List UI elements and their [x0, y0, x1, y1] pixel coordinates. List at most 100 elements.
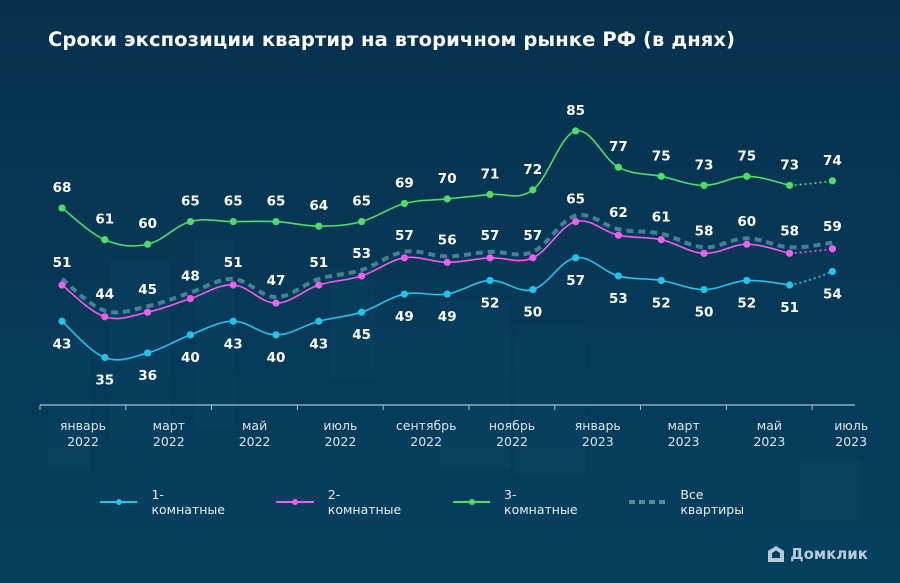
background-building — [330, 270, 375, 380]
data-label: 60 — [737, 214, 756, 230]
data-label: 57 — [481, 228, 500, 244]
data-label: 57 — [395, 228, 414, 244]
data-point — [486, 254, 494, 262]
data-point — [400, 199, 408, 208]
data-label: 52 — [737, 295, 756, 311]
legend-label: 1-комнатные — [151, 487, 225, 517]
data-point — [186, 295, 194, 303]
data-label: 75 — [737, 148, 756, 164]
data-point — [272, 331, 280, 339]
data-point — [186, 331, 194, 339]
data-point — [486, 276, 494, 285]
data-label: 61 — [652, 210, 671, 226]
data-point — [358, 217, 366, 226]
data-point — [101, 236, 109, 244]
data-label: 72 — [523, 162, 542, 178]
data-point — [186, 217, 194, 226]
data-point — [443, 290, 451, 298]
data-label: 45 — [352, 327, 371, 343]
data-label: 65 — [267, 194, 286, 210]
data-point — [743, 276, 751, 285]
data-label: 51 — [309, 255, 328, 271]
data-label: 75 — [652, 148, 671, 164]
data-point — [144, 240, 152, 248]
data-label: 74 — [823, 153, 842, 169]
data-point — [700, 181, 708, 189]
data-point — [58, 317, 66, 325]
data-label: 35 — [95, 372, 114, 388]
brand-name: Домклик — [790, 545, 868, 563]
data-label: 65 — [352, 194, 371, 210]
data-label: 52 — [652, 295, 671, 311]
data-label: 49 — [395, 309, 414, 325]
x-tick-label: март — [153, 418, 185, 433]
data-point — [786, 249, 794, 257]
data-label: 51 — [224, 255, 243, 271]
x-tick-label-year: 2023 — [835, 434, 867, 449]
x-tick-label: май — [242, 418, 267, 433]
background-building — [195, 240, 235, 430]
chart-title: Сроки экспозиции квартир на вторичном ры… — [48, 28, 736, 51]
background-building — [515, 325, 585, 475]
legend-item-3-room: 3-комнатные — [452, 487, 589, 517]
data-label: 58 — [695, 223, 714, 239]
data-point — [272, 299, 280, 307]
x-tick-label-year: 2022 — [496, 434, 528, 449]
data-point — [743, 240, 751, 248]
data-point — [529, 285, 537, 294]
data-point — [828, 177, 837, 185]
background-building — [110, 260, 170, 440]
legend-swatch-2-room-icon — [276, 497, 314, 507]
data-label: 43 — [53, 336, 72, 352]
data-label: 44 — [95, 287, 114, 303]
data-point — [400, 254, 408, 262]
data-label: 69 — [395, 175, 414, 191]
data-label: 65 — [224, 194, 243, 210]
data-point — [529, 254, 537, 262]
data-label: 40 — [181, 350, 200, 366]
data-point — [614, 163, 623, 171]
x-tick-label: сентябрь — [396, 418, 457, 433]
x-axis: январь2022март2022май2022июль2022сентябр… — [39, 404, 868, 449]
data-point — [443, 195, 451, 203]
data-label: 65 — [566, 192, 585, 208]
data-point — [272, 217, 280, 226]
data-point — [229, 217, 237, 226]
legend-item-2-room: 2-комнатные — [276, 487, 412, 517]
data-point — [828, 267, 837, 276]
data-point — [315, 317, 323, 325]
data-label: 71 — [481, 166, 500, 182]
data-label: 52 — [481, 295, 500, 311]
x-tick-label: май — [757, 418, 782, 433]
x-tick-label: июль — [323, 418, 357, 433]
legend-item-1-room: 1-комнатные — [100, 487, 236, 517]
data-label: 77 — [609, 139, 628, 155]
data-label: 45 — [138, 282, 157, 298]
data-label: 58 — [780, 223, 799, 239]
data-point — [828, 245, 837, 253]
x-tick-label-year: 2023 — [668, 434, 700, 449]
legend-swatch-1-room-icon — [100, 497, 138, 507]
x-tick-label: январь — [60, 418, 106, 433]
x-tick-label: ноябрь — [489, 418, 535, 433]
series-lines — [58, 127, 837, 362]
data-label: 51 — [780, 300, 799, 316]
x-tick-label-year: 2022 — [153, 434, 185, 449]
x-tick-label: июль — [834, 418, 868, 433]
data-point — [58, 204, 66, 212]
background-building — [440, 300, 510, 470]
series-line-forecast — [789, 247, 833, 255]
data-label: 53 — [352, 246, 371, 262]
series-line — [61, 220, 790, 320]
data-label: 43 — [309, 336, 328, 352]
background-building — [800, 460, 860, 520]
x-tick-label: январь — [575, 418, 621, 433]
series-2 — [58, 217, 837, 321]
data-label: 70 — [438, 171, 457, 187]
data-label: 40 — [267, 350, 286, 366]
data-label: 49 — [438, 309, 457, 325]
data-label: 43 — [224, 336, 243, 352]
legend-label: 3-комнатные — [504, 487, 578, 517]
series-1 — [58, 254, 837, 362]
